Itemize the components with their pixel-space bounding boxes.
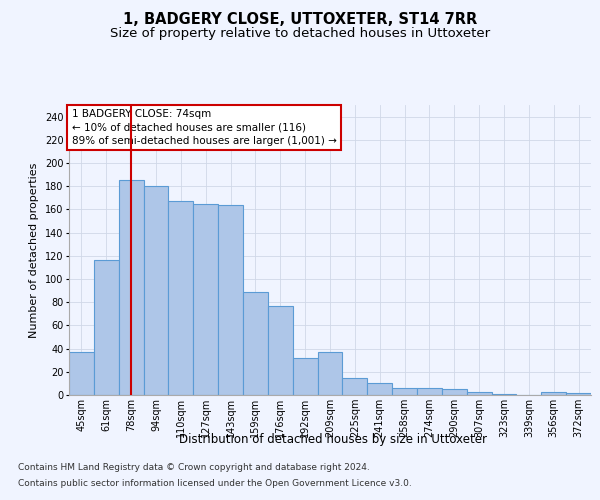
Bar (243, 292, 268, 395)
Bar (193, 204, 218, 395)
Bar (392, 388, 417, 395)
Text: Contains public sector information licensed under the Open Government Licence v3: Contains public sector information licen… (18, 478, 412, 488)
Y-axis label: Number of detached properties: Number of detached properties (29, 162, 39, 338)
Bar (317, 352, 343, 395)
Bar (367, 384, 392, 395)
Text: 1, BADGERY CLOSE, UTTOXETER, ST14 7RR: 1, BADGERY CLOSE, UTTOXETER, ST14 7RR (123, 12, 477, 28)
Bar (541, 392, 566, 395)
Bar (491, 394, 517, 395)
Bar (169, 202, 193, 395)
Bar (467, 392, 491, 395)
Bar (69, 352, 94, 395)
Bar (293, 358, 317, 395)
Bar (417, 388, 442, 395)
Text: Contains HM Land Registry data © Crown copyright and database right 2024.: Contains HM Land Registry data © Crown c… (18, 464, 370, 472)
Bar (268, 306, 293, 395)
Bar (343, 378, 367, 395)
Bar (218, 205, 243, 395)
Bar (94, 260, 119, 395)
Bar (442, 389, 467, 395)
Text: Size of property relative to detached houses in Uttoxeter: Size of property relative to detached ho… (110, 28, 490, 40)
Bar (143, 186, 169, 395)
Text: Distribution of detached houses by size in Uttoxeter: Distribution of detached houses by size … (179, 432, 487, 446)
Text: 1 BADGERY CLOSE: 74sqm
← 10% of detached houses are smaller (116)
89% of semi-de: 1 BADGERY CLOSE: 74sqm ← 10% of detached… (71, 110, 337, 146)
Bar (119, 180, 143, 395)
Bar (566, 392, 591, 395)
